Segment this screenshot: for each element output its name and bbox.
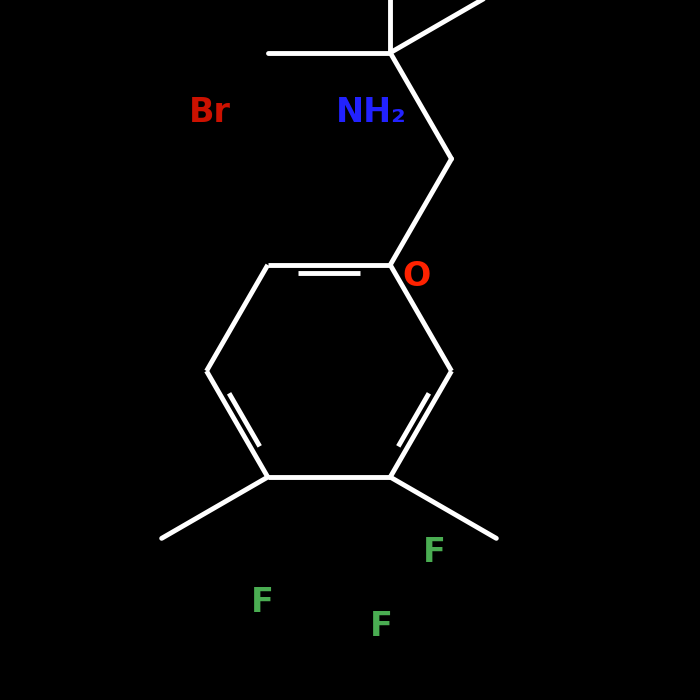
Text: F: F [251,585,274,619]
Text: Br: Br [189,95,231,129]
Text: O: O [402,260,430,293]
Text: F: F [423,536,445,570]
Text: NH₂: NH₂ [335,95,407,129]
Text: F: F [370,610,393,643]
